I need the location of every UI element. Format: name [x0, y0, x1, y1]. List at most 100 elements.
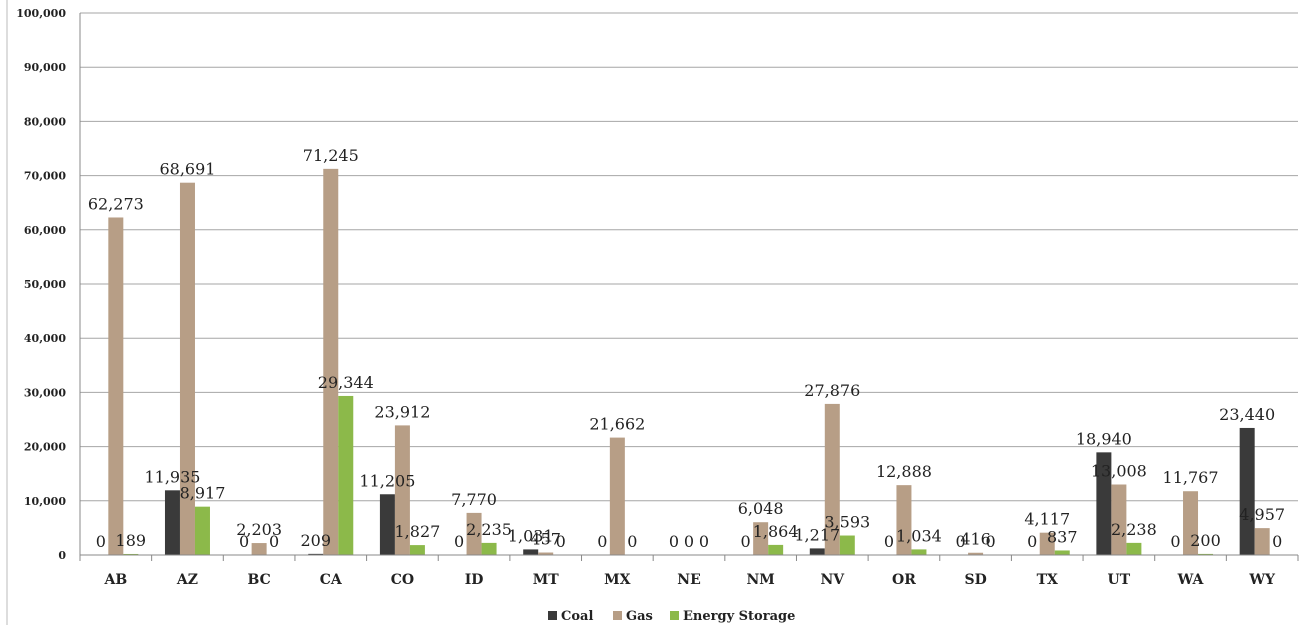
data-label: 0 [597, 532, 607, 551]
data-label: 7,770 [451, 490, 497, 509]
data-label: 189 [116, 531, 147, 550]
bar-energy-storage [911, 549, 927, 555]
data-label: 2,235 [466, 520, 512, 539]
data-label: 0 [454, 532, 464, 551]
data-label: 29,344 [318, 373, 374, 392]
y-tick-label: 80,000 [24, 115, 66, 128]
y-tick-label: 100,000 [16, 7, 66, 20]
bar-gas [1039, 532, 1055, 555]
data-label: 11,935 [144, 467, 200, 486]
legend: Coal Gas Energy Storage [548, 609, 795, 624]
bar-coal [1239, 427, 1255, 555]
data-label: 71,245 [303, 146, 359, 165]
data-label: 0 [669, 532, 679, 551]
data-label: 18,940 [1076, 429, 1132, 448]
bar-gas [466, 512, 482, 555]
bars [108, 168, 1270, 556]
data-label: 416 [960, 530, 991, 549]
data-label: 0 [699, 532, 709, 551]
data-label: 0 [269, 532, 279, 551]
data-label: 200 [1190, 531, 1221, 550]
x-tick-label: AB [103, 572, 127, 588]
data-label: 13,008 [1091, 461, 1147, 480]
data-label: 4,957 [1239, 505, 1285, 524]
bar-gas [108, 217, 124, 555]
data-label: 0 [239, 532, 249, 551]
data-label: 2,203 [236, 520, 282, 539]
bar-energy-storage [409, 545, 425, 555]
data-label: 2,238 [1111, 520, 1157, 539]
bar-gas [323, 168, 339, 555]
data-label: 12,888 [876, 462, 932, 481]
bar-energy-storage [768, 544, 784, 555]
data-label: 1,864 [753, 522, 799, 541]
y-tick-label: 30,000 [24, 386, 66, 399]
bar-gas [753, 522, 769, 555]
legend-swatch [613, 611, 622, 620]
bar-energy-storage [1054, 550, 1070, 555]
bar-gas [896, 485, 912, 555]
bar-energy-storage [194, 506, 210, 555]
bar-coal [809, 548, 825, 555]
x-tick-label: CO [391, 572, 414, 588]
bar-coal [523, 549, 539, 555]
x-tick-label: NM [746, 572, 774, 588]
legend-label: Energy Storage [683, 609, 795, 624]
data-label: 4,117 [1024, 510, 1070, 529]
x-tick-label: WY [1248, 572, 1276, 588]
bar-gas [1183, 491, 1199, 555]
data-label: 8,917 [180, 484, 226, 503]
data-label: 0 [556, 532, 566, 551]
data-label: 62,273 [88, 194, 144, 213]
data-label: 0 [1272, 532, 1282, 551]
bar-coal [379, 494, 395, 555]
legend-label: Coal [561, 609, 593, 624]
x-tick-label: TX [1037, 572, 1058, 588]
y-axis: 0 10,000 20,000 30,000 40,000 50,000 60,000 70,… [16, 7, 81, 562]
x-tick-label: AZ [176, 572, 198, 588]
data-label: 23,440 [1219, 405, 1275, 424]
bar-coal [164, 490, 180, 555]
data-label: 0 [627, 532, 637, 551]
bar-gas [824, 403, 840, 555]
x-tick-label: NE [677, 572, 700, 588]
bar-gas [538, 552, 554, 555]
data-label: 0 [741, 532, 751, 551]
y-tick-label: 20,000 [24, 441, 66, 454]
y-tick-label: 10,000 [24, 495, 66, 508]
x-tick-label: OR [892, 572, 916, 588]
x-tick-label: MX [604, 572, 630, 588]
bar-coal [1096, 452, 1112, 555]
bar-energy-storage [481, 542, 497, 555]
data-label: 6,048 [738, 499, 784, 518]
data-label: 0 [1170, 532, 1180, 551]
data-label: 23,912 [374, 402, 430, 421]
y-tick-label: 50,000 [24, 278, 66, 291]
data-label: 457 [530, 530, 561, 549]
data-label: 3,593 [824, 513, 870, 532]
bar-gas [394, 425, 410, 555]
y-tick-label: 60,000 [24, 224, 66, 237]
y-tick-label: 70,000 [24, 170, 66, 183]
legend-swatch [548, 611, 557, 620]
y-tick-label: 40,000 [24, 332, 66, 345]
data-label: 0 [955, 532, 965, 551]
data-label: 0 [96, 532, 106, 551]
x-tick-label: BC [247, 572, 270, 588]
x-tick-label: NV [820, 572, 845, 588]
data-label: 209 [300, 531, 331, 550]
data-label: 11,205 [359, 471, 415, 490]
bar-energy-storage [1198, 553, 1214, 555]
data-label: 11,767 [1163, 468, 1219, 487]
bar-energy-storage [123, 553, 139, 555]
x-tick-label: ID [465, 572, 484, 588]
data-label: 0 [985, 532, 995, 551]
bar-energy-storage [839, 535, 855, 555]
legend-swatch [670, 611, 679, 620]
data-label: 0 [684, 532, 694, 551]
data-label: 1,827 [395, 522, 441, 541]
bar-gas [179, 182, 195, 556]
data-label: 1,031 [508, 526, 554, 545]
x-axis: AB AZ BC CA CO ID MT MX NE NM NV OR SD TX UT WA WY [79, 554, 1299, 588]
